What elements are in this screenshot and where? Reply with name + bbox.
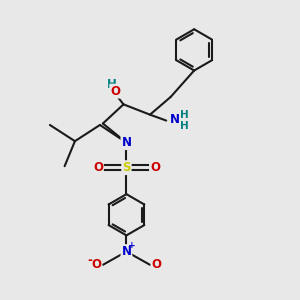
- Text: N: N: [169, 112, 179, 126]
- Text: O: O: [93, 161, 103, 174]
- Text: N: N: [122, 245, 131, 258]
- Text: S: S: [122, 161, 131, 174]
- Text: +: +: [128, 241, 136, 250]
- Text: N: N: [122, 136, 131, 149]
- Text: O: O: [150, 161, 160, 174]
- Text: H: H: [180, 121, 189, 131]
- Text: O: O: [152, 258, 161, 271]
- Text: O: O: [92, 258, 101, 271]
- Text: H: H: [107, 78, 117, 91]
- Text: H: H: [180, 110, 189, 120]
- Text: O: O: [110, 85, 120, 98]
- Text: -: -: [87, 254, 92, 267]
